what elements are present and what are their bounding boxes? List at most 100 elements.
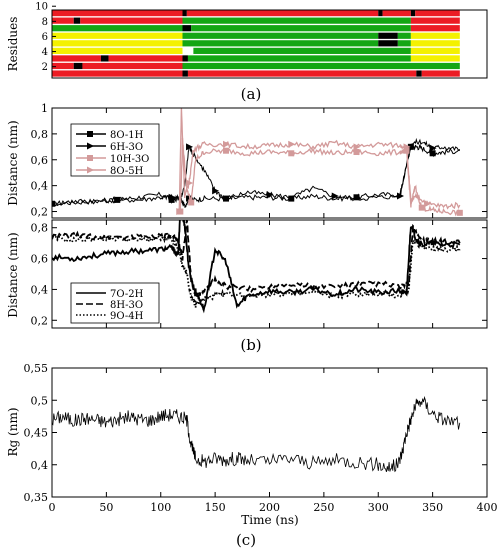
heat-cell-res6 xyxy=(378,32,398,39)
ytick-label: 2 xyxy=(42,62,48,73)
panel-b-lower: 0,2 0,4 0,6 0,8 Distance (nm) 7O-2H8H-3O9O-… xyxy=(6,219,488,354)
ytick-label: 0,35 xyxy=(24,491,49,504)
series-marker-8O-1H xyxy=(186,195,193,202)
ytick-label: 6 xyxy=(42,32,48,43)
panel-b-lower-ylabel: Distance (nm) xyxy=(6,232,20,317)
heat-cell-res6 xyxy=(410,32,460,39)
heat-cell-res3 xyxy=(410,55,460,62)
ytick-label: 0,5 xyxy=(31,394,49,407)
panel-b-upper-yticks: 0,2 0,4 0,6 0,8 1 xyxy=(31,102,487,219)
panel-a-frame xyxy=(51,9,488,79)
heat-cell-res4 xyxy=(182,47,194,54)
heat-cell-res8 xyxy=(410,17,460,24)
heat-cell-res4 xyxy=(52,47,183,54)
series-marker-8O-5H xyxy=(223,140,230,148)
series-line-10H-3O xyxy=(179,137,461,217)
heat-cell-res8 xyxy=(182,17,411,24)
heat-cell-res6 xyxy=(397,32,411,39)
ytick-label: 8 xyxy=(42,17,48,28)
panel-b-upper-xticks xyxy=(51,108,488,218)
legend-label-9O-4H: 9O-4H xyxy=(110,311,144,322)
heat-cell-res7 xyxy=(182,25,192,32)
series-marker-8O-5H xyxy=(403,143,411,151)
xtick-label: 50 xyxy=(99,501,113,514)
heat-cell-res7 xyxy=(52,25,183,32)
legend-marker-6H-3O xyxy=(87,142,94,150)
panel-c-yticks: 0,35 0,4 0,45 0,5 0,55 xyxy=(24,362,487,504)
heat-cell-res2 xyxy=(82,62,183,70)
panel-c-xlabel: Time (ns) xyxy=(241,513,298,527)
legend-label-10H-3O: 10H-3O xyxy=(110,154,149,165)
series-line-8O-1H xyxy=(52,142,460,208)
series-marker-10H-3O xyxy=(288,150,295,157)
xtick-label: 200 xyxy=(259,501,280,514)
ytick-label: 0,2 xyxy=(31,206,49,219)
heat-cell-res3 xyxy=(182,55,188,62)
heat-cell-res7 xyxy=(410,25,460,32)
series-marker-10H-3O xyxy=(418,204,425,211)
panel-c-lines xyxy=(52,395,461,473)
panel-b-lower-xticks xyxy=(51,220,488,328)
heat-cell-res2 xyxy=(73,62,83,70)
series-marker-6H-3O xyxy=(52,201,56,206)
heat-cell-res8 xyxy=(52,17,74,24)
panel-label-b: (b) xyxy=(240,336,261,354)
legend-label-8O-5H: 8O-5H xyxy=(110,166,144,177)
legend-marker-10H-3O xyxy=(87,155,93,161)
rg-series-line xyxy=(52,395,461,473)
panel-a: 2 4 6 8 10 Residues (a) xyxy=(6,2,488,103)
ytick-label: 1 xyxy=(41,102,48,115)
xtick-label: 250 xyxy=(313,501,334,514)
panel-c-ylabel: Rg (nm) xyxy=(6,407,20,456)
ytick-label: 0,6 xyxy=(31,154,49,167)
heat-cell-res5 xyxy=(182,40,379,47)
ytick-label: 0,4 xyxy=(31,459,49,472)
ytick-label: 0,55 xyxy=(24,362,49,375)
heat-cell-res3 xyxy=(108,55,183,62)
ytick-label: 0,4 xyxy=(31,180,49,193)
series-marker-8O-1H xyxy=(407,143,414,150)
panel-a-ylabel: Residues xyxy=(6,17,20,72)
series-marker-10H-3O xyxy=(188,199,195,206)
legend-label-8H-3O: 8H-3O xyxy=(110,300,143,311)
ytick-label: 10 xyxy=(35,2,48,13)
heat-cell-res3 xyxy=(100,55,109,62)
heat-cell-res9 xyxy=(182,10,187,17)
series-marker-6H-3O xyxy=(212,187,220,195)
heat-cell-res2 xyxy=(182,62,460,70)
series-marker-6H-3O xyxy=(429,144,437,152)
heat-cell-res5 xyxy=(378,40,398,47)
ytick-label: 0,4 xyxy=(31,283,49,296)
series-marker-8O-5H xyxy=(176,208,184,216)
legend-marker-8O-5H xyxy=(87,166,94,174)
legend-label-7O-2H: 7O-2H xyxy=(110,289,144,300)
heat-cell-res9 xyxy=(382,10,411,17)
series-line-9O-4H xyxy=(52,233,461,308)
ytick-label: 0,45 xyxy=(24,427,49,440)
series-marker-8O-5H xyxy=(288,140,296,148)
series-marker-6H-3O xyxy=(114,196,122,204)
heat-cell-res4 xyxy=(193,47,411,54)
series-line-7O-2H xyxy=(52,220,461,314)
heat-cell-res1 xyxy=(182,70,188,77)
legend-label-6H-3O: 6H-3O xyxy=(110,142,143,153)
xtick-label: 400 xyxy=(477,501,498,514)
series-marker-6H-3O xyxy=(186,143,194,151)
series-marker-8O-5H xyxy=(424,200,432,208)
heat-cell-res9 xyxy=(186,10,379,17)
heat-cell-res3 xyxy=(187,55,411,62)
legend-label-8O-1H: 8O-1H xyxy=(110,130,144,141)
series-marker-6H-3O xyxy=(397,192,404,200)
panel-c-xticks: 0 50 100 150 200 250 300 350 400 xyxy=(49,368,498,514)
heat-cell-res9 xyxy=(378,10,383,17)
panel-c: 0,35 0,4 0,45 0,5 0,55 0 50 100 150 200 250 300 350… xyxy=(6,362,498,549)
xtick-label: 100 xyxy=(150,501,171,514)
heat-cell-res1 xyxy=(187,70,417,77)
heat-cell-res2 xyxy=(52,62,74,70)
ytick-label: 0,2 xyxy=(31,314,49,327)
legend-marker-8O-1H xyxy=(87,131,93,137)
